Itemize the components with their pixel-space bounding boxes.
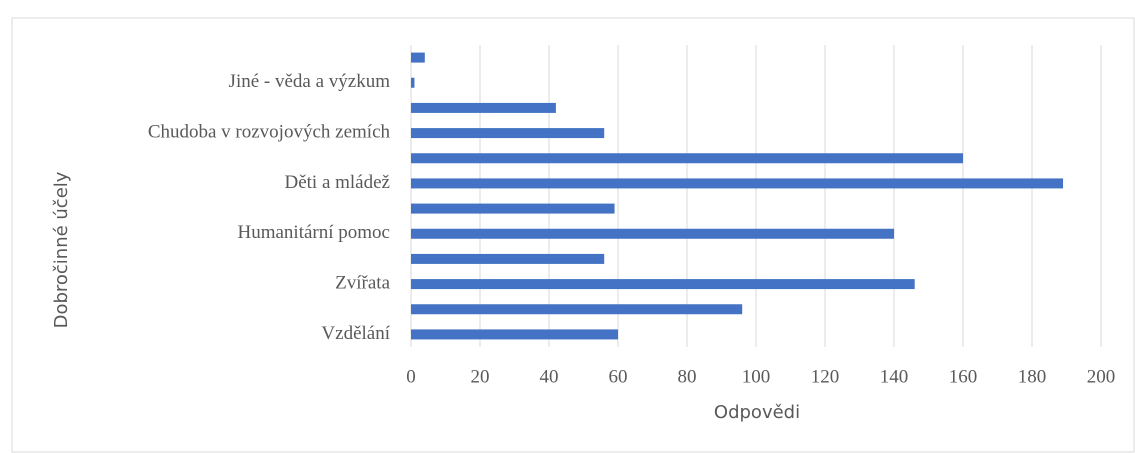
y-tick-label: Vzdělání [321,323,390,344]
x-tick-label: 60 [609,366,628,387]
x-tick-label: 0 [406,366,416,387]
bar [411,178,1064,189]
y-tick-label: Zvířata [335,272,390,293]
x-tick-label: 160 [949,366,978,387]
bar [411,279,915,290]
x-tick-label: 40 [540,366,559,387]
bar [411,228,894,239]
bar [411,253,605,264]
x-tick-label: 180 [1018,366,1047,387]
bar [411,304,743,315]
y-tick-label: Děti a mládež [284,172,390,193]
x-tick-label: 20 [471,366,490,387]
bar [411,153,963,164]
x-tick-label: 100 [742,366,771,387]
x-tick-label: 80 [678,366,697,387]
x-tick-label: 200 [1087,366,1116,387]
y-tick-label: Chudoba v rozvojových zemích [148,121,391,142]
y-tick-label: Jiné - věda a výzkum [229,71,391,92]
y-axis-title: Dobročinné účely [51,171,72,328]
x-tick-label: 120 [811,366,840,387]
x-tick-label: 140 [880,366,909,387]
bar [411,102,556,113]
bar [411,52,425,63]
bar [411,329,618,340]
bar [411,203,615,214]
x-axis-title: Odpovědi [714,402,800,423]
bar [411,128,605,139]
y-tick-label: Humanitární pomoc [238,222,391,243]
bar [411,77,415,88]
